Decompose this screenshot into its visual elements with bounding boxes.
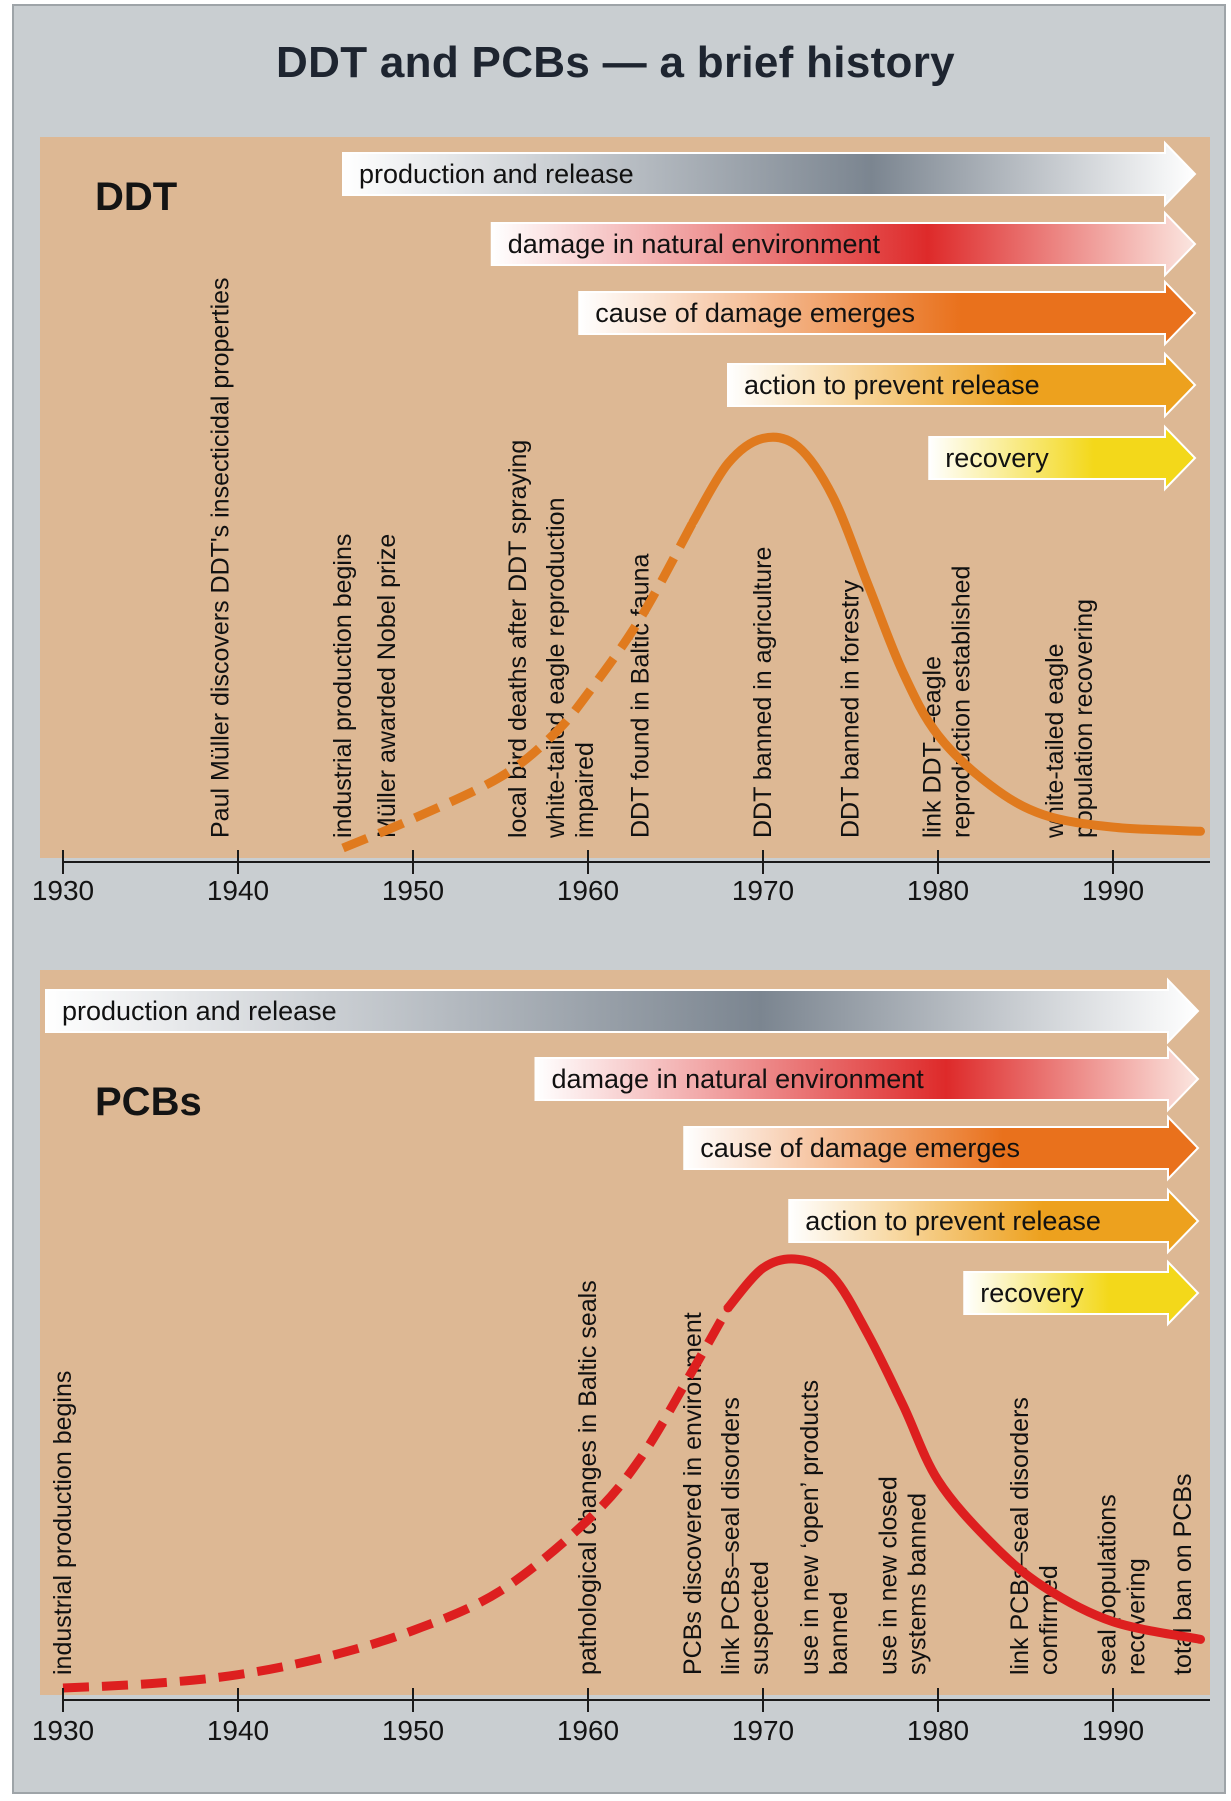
event-label: local bird deaths after DDT spraying <box>504 440 532 838</box>
curve-solid <box>688 432 1205 836</box>
phase-label: damage in natural environment <box>552 1064 925 1094</box>
phase-label: action to prevent release <box>805 1206 1101 1236</box>
x-tick-label: 1930 <box>32 1715 94 1746</box>
phase-arrow <box>727 351 1197 419</box>
phase-arrow <box>342 140 1197 208</box>
phase-label: recovery <box>980 1278 1084 1308</box>
event-label: systems banned <box>904 1493 932 1675</box>
event-label: recovering <box>1122 1558 1150 1675</box>
phase-arrow <box>963 1259 1200 1327</box>
phase-label: cause of damage emerges <box>700 1133 1020 1163</box>
event-label: pathological changes in Baltic seals <box>574 1280 602 1675</box>
event-label: seal populations <box>1093 1494 1121 1675</box>
phase-label: action to prevent release <box>744 370 1040 400</box>
page-title: DDT and PCBs — a brief history <box>276 38 955 87</box>
phase-label: production and release <box>62 996 337 1026</box>
x-tick-label: 1990 <box>1082 875 1144 906</box>
event-label: population recovering <box>1070 599 1098 838</box>
x-tick-label: 1930 <box>32 875 94 906</box>
event-label: white-tailed eagle reproduction <box>542 498 570 840</box>
event-label: use in new ‘open’ products <box>796 1380 824 1675</box>
event-label: link PCBs–seal disorders <box>1006 1397 1034 1675</box>
x-tick-label: 1940 <box>207 1715 269 1746</box>
event-label: white-tailed eagle <box>1041 643 1069 839</box>
curve-solid <box>723 1254 1205 1644</box>
x-tick-label: 1960 <box>557 1715 619 1746</box>
event-label: Paul Müller discovers DDT's insecticidal… <box>207 277 235 838</box>
phase-label: recovery <box>945 443 1049 473</box>
event-label: industrial production begins <box>329 534 357 838</box>
x-tick-label: 1970 <box>732 875 794 906</box>
event-label: link PCBs–seal disorders <box>717 1397 745 1675</box>
phase-label: cause of damage emerges <box>595 298 915 328</box>
x-tick-label: 1980 <box>907 875 969 906</box>
event-label: reproduction established <box>947 566 975 838</box>
panel-label: PCBs <box>95 1080 202 1124</box>
chart-panel-pcbs: PCBs production and release damage in natu… <box>32 970 1210 1746</box>
event-label: impaired <box>571 742 599 838</box>
event-label: link DDT—eagle <box>918 656 946 838</box>
phase-label: production and release <box>359 159 634 189</box>
x-tick-label: 1950 <box>382 1715 444 1746</box>
curve-dashed <box>341 519 697 853</box>
phase-arrow <box>683 1114 1200 1182</box>
event-label: DDT banned in agriculture <box>749 547 777 838</box>
panel-label: DDT <box>95 175 177 219</box>
event-label: total ban on PCBs <box>1169 1473 1197 1675</box>
chart-panel-ddt: DDT production and release damage in natur… <box>32 137 1210 906</box>
event-label: banned <box>825 1592 853 1675</box>
event-label: Müller awarded Nobel prize <box>373 534 401 838</box>
x-tick-label: 1980 <box>907 1715 969 1746</box>
x-tick-label: 1960 <box>557 875 619 906</box>
x-tick-label: 1940 <box>207 875 269 906</box>
phase-arrow <box>490 210 1197 278</box>
event-label: suspected <box>746 1561 774 1675</box>
event-label: industrial production begins <box>49 1371 77 1675</box>
curve-dashed <box>62 1305 732 1693</box>
x-tick-label: 1950 <box>382 875 444 906</box>
x-tick-label: 1970 <box>732 1715 794 1746</box>
event-label: use in new closed <box>875 1476 903 1675</box>
event-label: DDT banned in forestry <box>837 580 865 838</box>
phase-arrow <box>534 1045 1200 1113</box>
phase-arrow <box>45 977 1200 1045</box>
phase-arrow <box>928 424 1197 492</box>
phase-arrow <box>578 279 1197 347</box>
phase-label: damage in natural environment <box>508 229 881 259</box>
phase-arrow <box>788 1187 1200 1255</box>
x-tick-label: 1990 <box>1082 1715 1144 1746</box>
